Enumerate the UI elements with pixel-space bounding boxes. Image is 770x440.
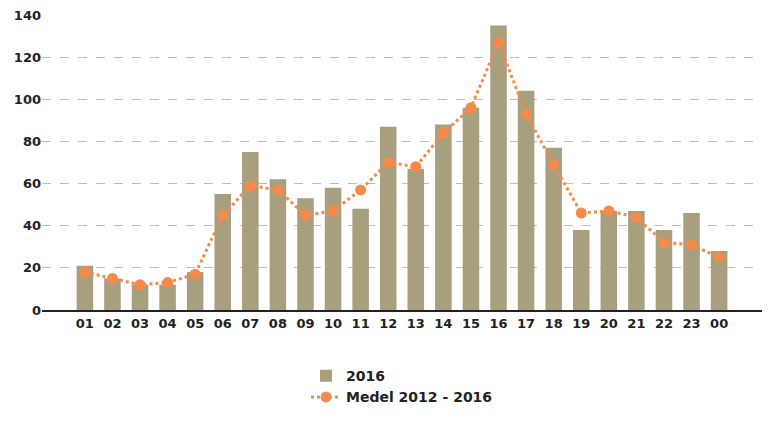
svg-text:01: 01	[76, 316, 94, 331]
svg-text:19: 19	[572, 316, 590, 331]
svg-text:00: 00	[710, 316, 728, 331]
svg-text:120: 120	[14, 50, 41, 65]
svg-text:22: 22	[655, 316, 673, 331]
svg-text:20: 20	[23, 260, 41, 275]
svg-text:23: 23	[683, 316, 701, 331]
svg-text:16: 16	[489, 316, 507, 331]
svg-text:20: 20	[600, 316, 618, 331]
svg-text:05: 05	[186, 316, 204, 331]
svg-text:21: 21	[627, 316, 645, 331]
svg-text:18: 18	[545, 316, 563, 331]
svg-text:13: 13	[407, 316, 425, 331]
svg-text:100: 100	[14, 92, 41, 107]
svg-text:0: 0	[32, 303, 41, 318]
svg-text:04: 04	[159, 316, 177, 331]
svg-text:12: 12	[379, 316, 397, 331]
svg-text:11: 11	[352, 316, 370, 331]
svg-text:03: 03	[131, 316, 149, 331]
svg-text:Medel 2012 - 2016: Medel 2012 - 2016	[346, 389, 492, 405]
svg-text:14: 14	[434, 316, 452, 331]
svg-text:60: 60	[23, 176, 41, 191]
svg-text:140: 140	[14, 8, 41, 23]
svg-text:10: 10	[324, 316, 342, 331]
svg-text:06: 06	[214, 316, 232, 331]
svg-text:80: 80	[23, 134, 41, 149]
svg-text:07: 07	[241, 316, 259, 331]
svg-text:40: 40	[23, 218, 41, 233]
svg-text:09: 09	[296, 316, 314, 331]
svg-text:02: 02	[103, 316, 121, 331]
svg-text:08: 08	[269, 316, 287, 331]
svg-text:17: 17	[517, 316, 535, 331]
svg-text:15: 15	[462, 316, 480, 331]
svg-text:2016: 2016	[346, 368, 385, 384]
